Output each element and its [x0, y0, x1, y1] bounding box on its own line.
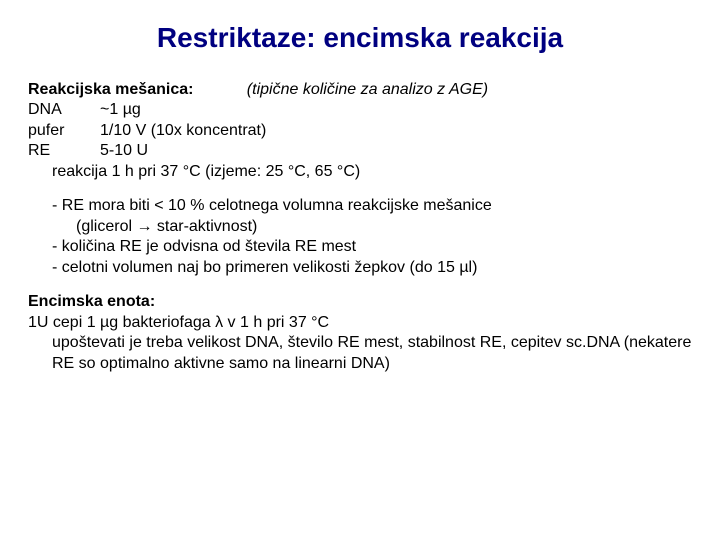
slide: Restriktaze: encimska reakcija Reakcijsk…	[0, 0, 720, 540]
dna-row: DNA~1 µg	[28, 100, 692, 120]
enzyme-unit-block: Encimska enota: 1U cepi 1 µg bakteriofag…	[28, 292, 692, 374]
enzyme-unit-heading: Encimska enota:	[28, 293, 155, 310]
pufer-value: 1/10 V (10x koncentrat)	[100, 122, 266, 139]
reaction-mixture-heading: Reakcijska mešanica:	[28, 81, 193, 98]
reaction-line: reakcija 1 h pri 37 °C (izjeme: 25 °C, 6…	[28, 162, 692, 182]
re-row: RE5-10 U	[28, 141, 692, 161]
re-value: 5-10 U	[100, 142, 148, 159]
note-1-line2: (glicerol → star-aktivnost)	[52, 217, 692, 237]
note-1-line1: - RE mora biti < 10 % celotnega volumna …	[52, 196, 692, 216]
enzyme-unit-line2: upoštevati je treba velikost DNA, števil…	[28, 333, 692, 374]
pufer-row: pufer1/10 V (10x koncentrat)	[28, 121, 692, 141]
enzyme-unit-line1: 1U cepi 1 µg bakteriofaga λ v 1 h pri 37…	[28, 313, 692, 333]
reaction-mixture-note: (tipične količine za analizo z AGE)	[247, 81, 488, 98]
dna-label: DNA	[28, 100, 100, 120]
pufer-label: pufer	[28, 121, 100, 141]
reaction-mixture-heading-row: Reakcijska mešanica: (tipične količine z…	[28, 80, 692, 100]
note-2: - količina RE je odvisna od števila RE m…	[52, 237, 692, 257]
slide-title: Restriktaze: encimska reakcija	[28, 22, 692, 54]
re-label: RE	[28, 141, 100, 161]
reaction-mixture-block: Reakcijska mešanica: (tipične količine z…	[28, 80, 692, 182]
note-3: - celotni volumen naj bo primeren veliko…	[52, 258, 692, 278]
dna-value: ~1 µg	[100, 101, 141, 118]
notes-block: - RE mora biti < 10 % celotnega volumna …	[28, 196, 692, 278]
